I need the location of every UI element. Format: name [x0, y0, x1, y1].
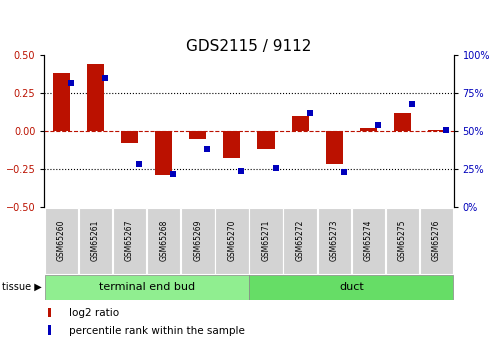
FancyBboxPatch shape [386, 208, 419, 274]
Text: GSM65270: GSM65270 [227, 220, 237, 262]
Text: GSM65273: GSM65273 [330, 220, 339, 262]
Bar [87, 64, 104, 131]
FancyBboxPatch shape [215, 208, 248, 274]
FancyBboxPatch shape [420, 208, 453, 274]
Bar [394, 113, 411, 131]
Bar [326, 131, 343, 165]
Bar [121, 131, 138, 143]
FancyBboxPatch shape [181, 208, 214, 274]
Bar [428, 130, 445, 131]
FancyBboxPatch shape [147, 208, 180, 274]
Text: tissue ▶: tissue ▶ [2, 282, 42, 292]
Text: GSM65268: GSM65268 [159, 220, 168, 261]
FancyBboxPatch shape [283, 208, 317, 274]
Text: GSM65271: GSM65271 [261, 220, 271, 261]
Bar [48, 325, 51, 335]
FancyBboxPatch shape [249, 208, 282, 274]
Bar [291, 116, 309, 131]
Text: GSM65272: GSM65272 [296, 220, 305, 261]
FancyBboxPatch shape [45, 275, 248, 299]
Text: GSM65274: GSM65274 [364, 220, 373, 262]
FancyBboxPatch shape [79, 208, 112, 274]
Title: GDS2115 / 9112: GDS2115 / 9112 [186, 39, 312, 54]
Text: GSM65276: GSM65276 [432, 220, 441, 262]
FancyBboxPatch shape [113, 208, 146, 274]
Bar [257, 131, 275, 149]
Bar [360, 128, 377, 131]
Bar [223, 131, 241, 158]
Text: duct: duct [339, 282, 364, 292]
Bar [53, 73, 70, 131]
Text: GSM65275: GSM65275 [398, 220, 407, 262]
Text: GSM65267: GSM65267 [125, 220, 134, 262]
FancyBboxPatch shape [352, 208, 385, 274]
Bar [155, 131, 172, 175]
Text: GSM65269: GSM65269 [193, 220, 202, 262]
Text: percentile rank within the sample: percentile rank within the sample [69, 326, 245, 335]
FancyBboxPatch shape [249, 275, 453, 299]
FancyBboxPatch shape [45, 208, 78, 274]
Text: GSM65261: GSM65261 [91, 220, 100, 261]
Text: log2 ratio: log2 ratio [69, 308, 119, 318]
FancyBboxPatch shape [317, 208, 351, 274]
Bar [48, 308, 51, 317]
Bar [189, 131, 207, 139]
Text: GSM65260: GSM65260 [57, 220, 66, 262]
Text: terminal end bud: terminal end bud [99, 282, 195, 292]
